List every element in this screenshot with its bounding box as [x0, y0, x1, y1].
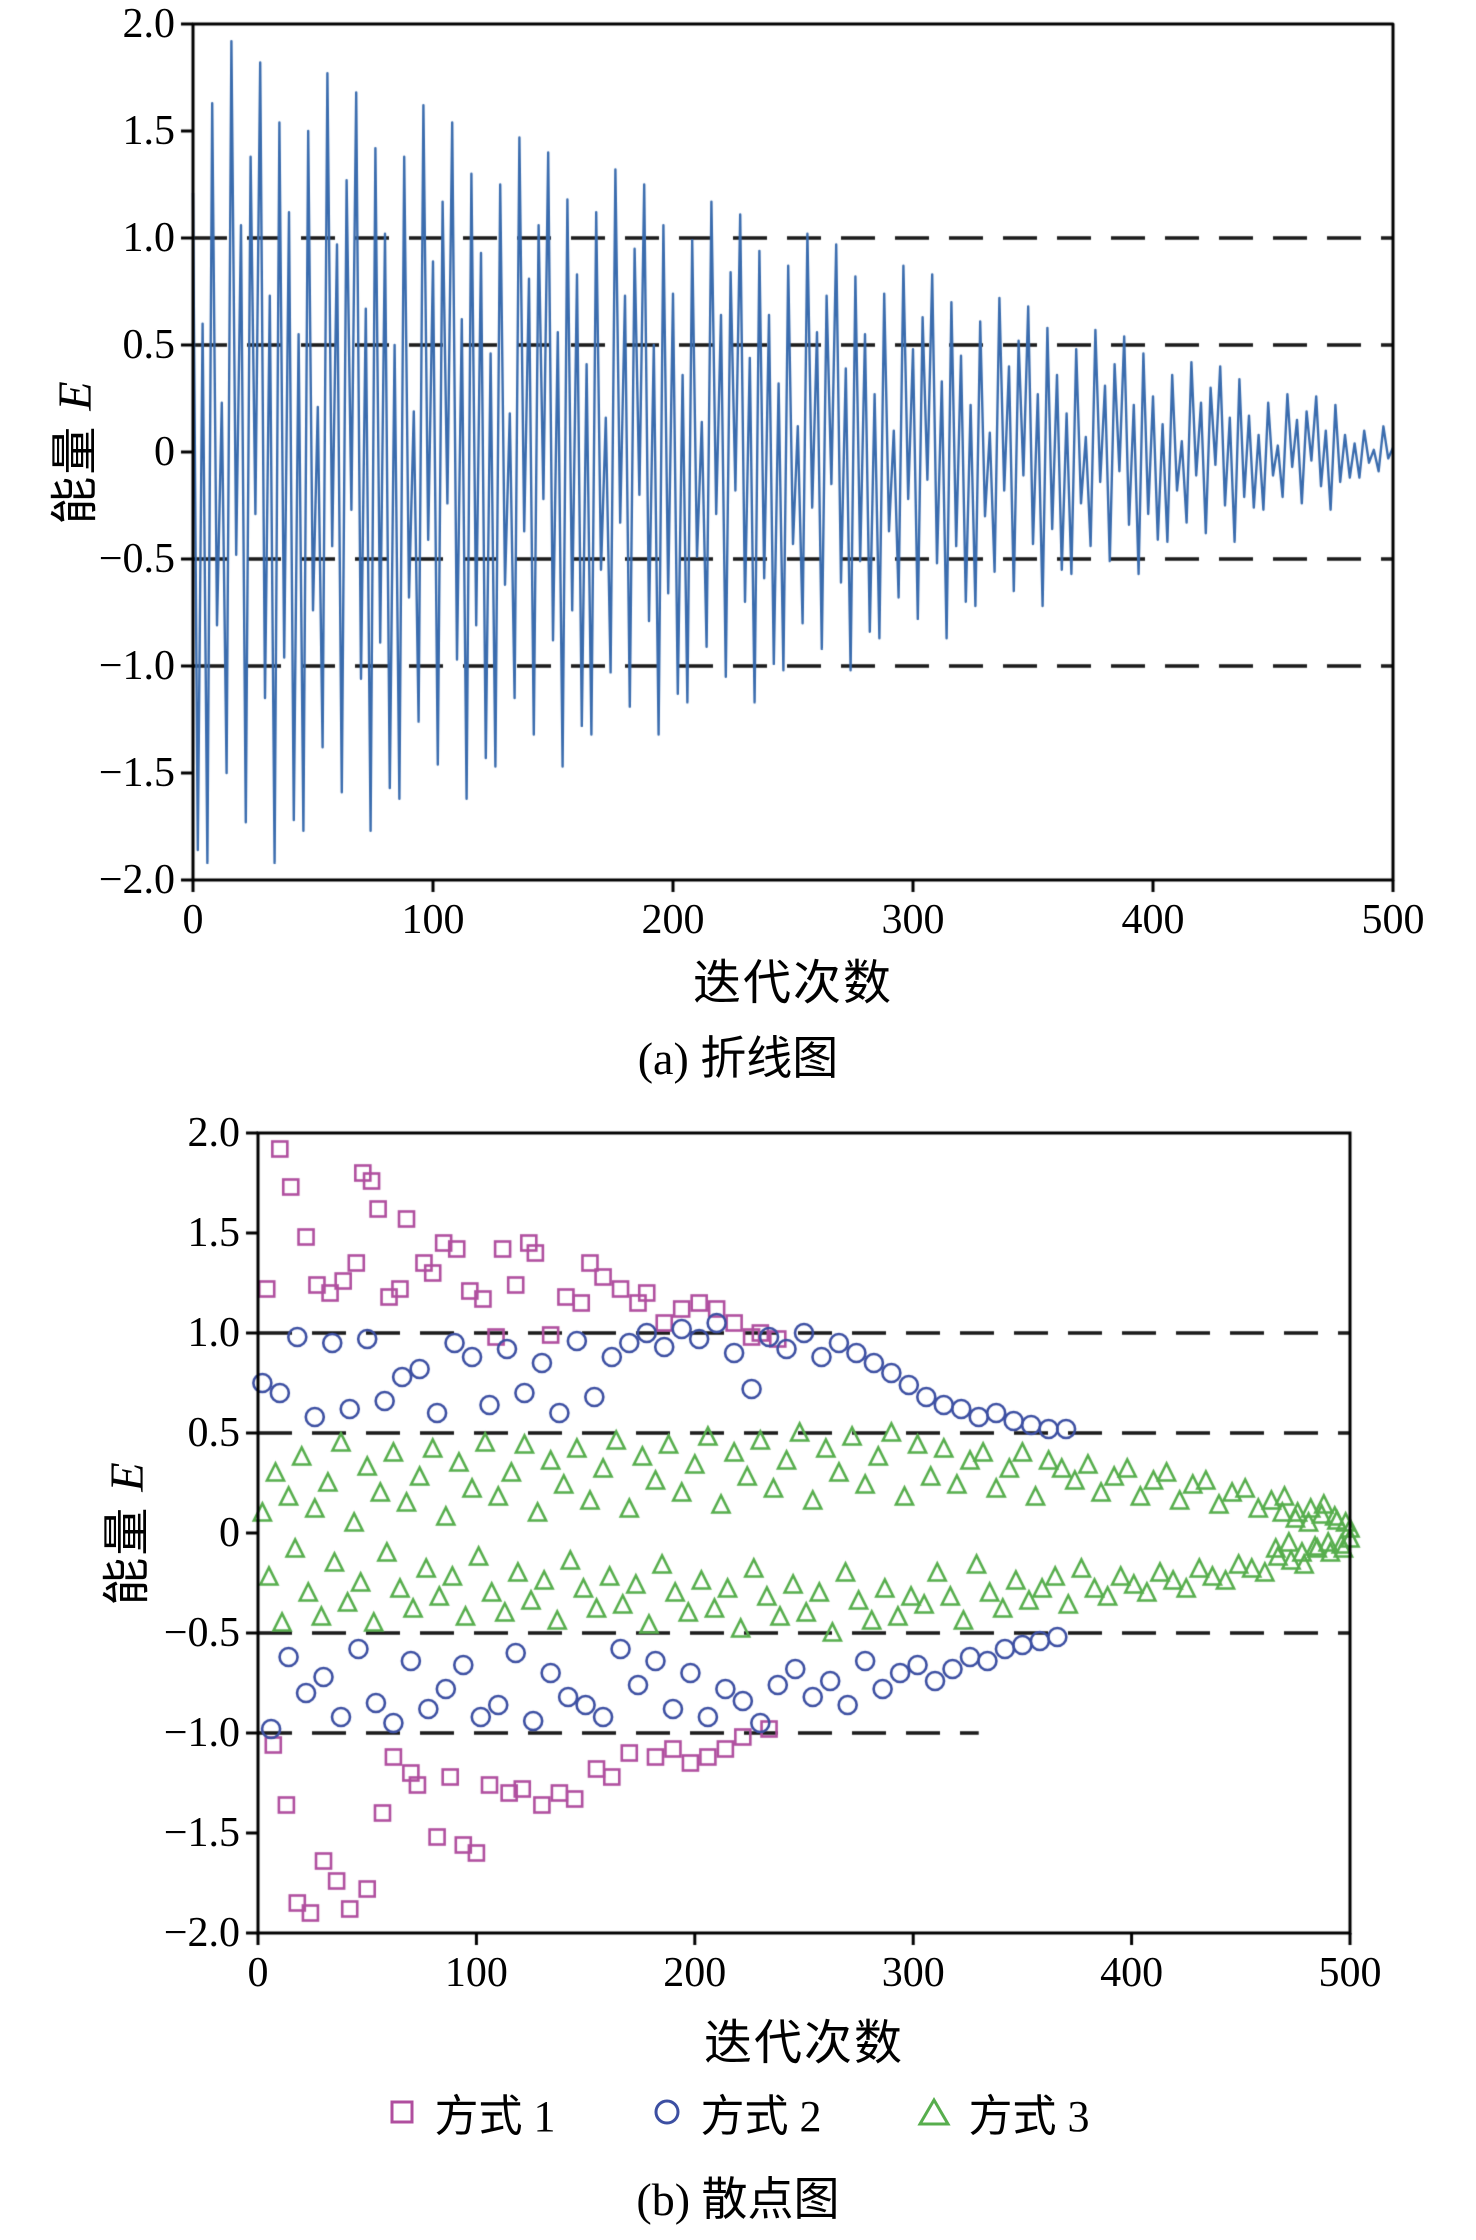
legend-item-method-3: 方式 3 [916, 2080, 1090, 2144]
triangle-marker-icon [916, 2097, 951, 2126]
y-axis-title-variable: E [49, 379, 102, 411]
legend-label: 方式 3 [968, 2092, 1090, 2141]
line-chart-panel: 0 100 200 300 400 500 2.0 1.5 1.0 0.5 0 −0.5 −1.0 −1.… [0, 0, 1476, 1100]
y-axis-title: 能量 E [35, 379, 105, 524]
x-axis-title: 迭代次数 [692, 957, 894, 1010]
legend: 方式 1 方式 2 方式 3 [0, 2080, 1476, 2144]
legend-item-method-2: 方式 2 [651, 2080, 822, 2144]
legend-label: 方式 1 [434, 2092, 556, 2141]
caption-b: (b) 散点图 [636, 2174, 840, 2225]
legend-item-method-1: 方式 1 [387, 2080, 556, 2144]
x-axis-title: 迭代次数 [703, 2017, 905, 2070]
y-axis-title-text: 能量 [101, 1505, 154, 1606]
line-chart-canvas [0, 0, 1476, 1100]
square-marker-icon [390, 2100, 413, 2124]
y-axis-title-variable: E [101, 1460, 154, 1492]
scatter-chart-panel: 0 100 200 300 400 500 2.0 1.5 1.0 0.5 0 −0.5 −1.0 −1.… [0, 1105, 1476, 2240]
y-axis-title: 能量 E [87, 1460, 157, 1605]
legend-label: 方式 2 [700, 2092, 822, 2141]
circle-marker-icon [654, 2099, 679, 2125]
y-axis-title-text: 能量 [49, 424, 102, 525]
scatter-chart-canvas [0, 1105, 1476, 2240]
caption-a: (a) 折线图 [637, 1033, 839, 1084]
